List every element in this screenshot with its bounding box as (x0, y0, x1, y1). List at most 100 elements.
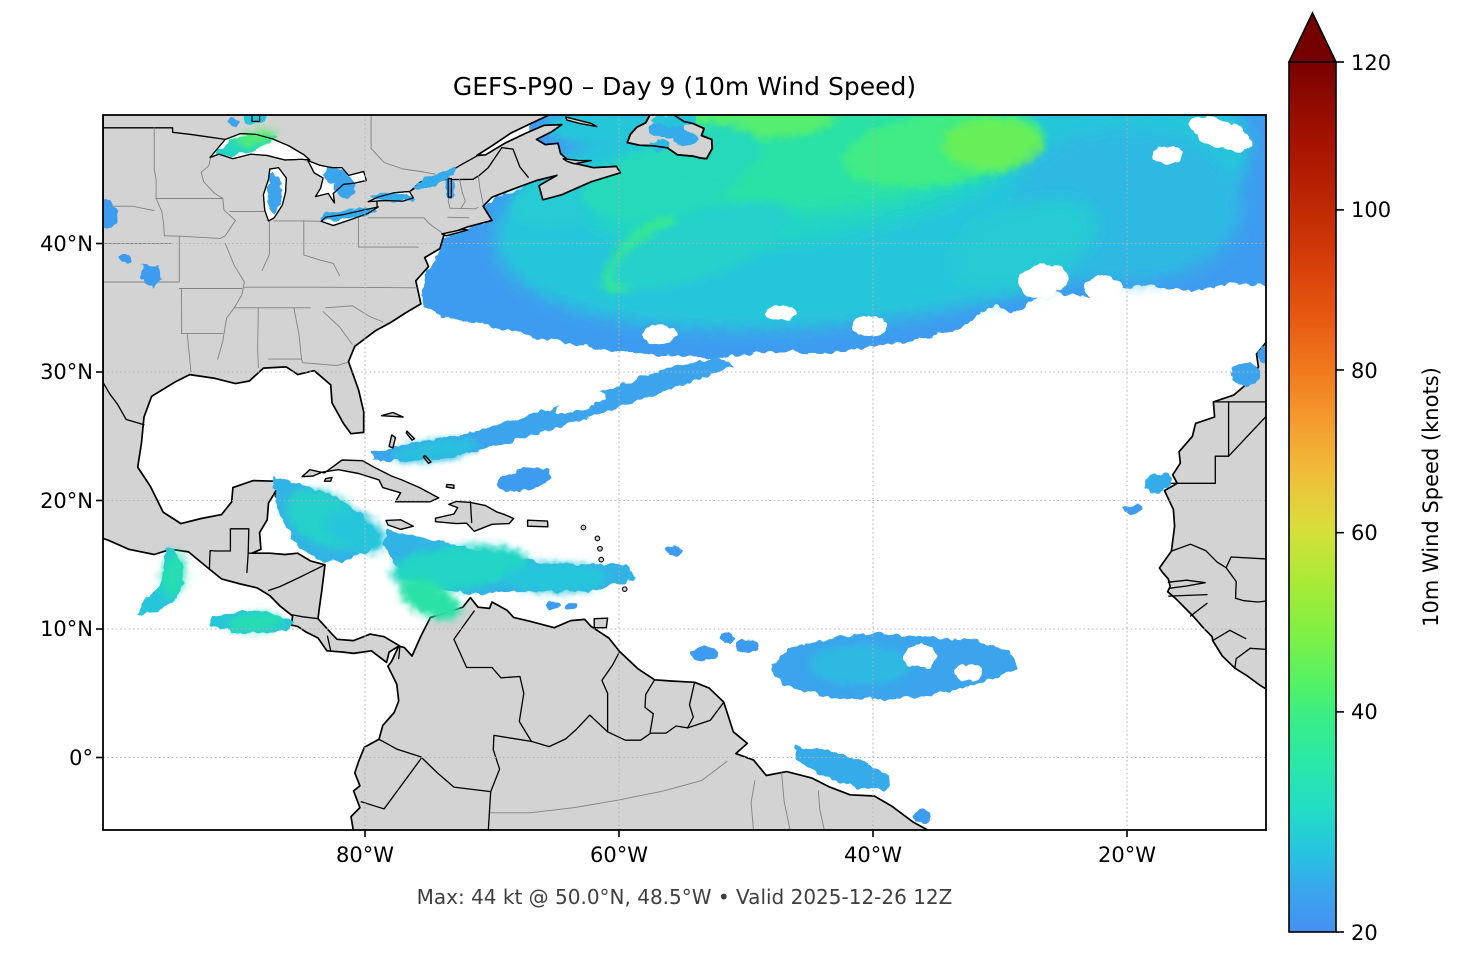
wind-feature-dakota-patch (103, 199, 118, 229)
small-island (621, 586, 628, 593)
lake-outline (262, 167, 287, 222)
south-america (350, 596, 930, 830)
cb-tick-label-60: 60 (1351, 521, 1378, 545)
wind-feature-venezuela-speck1 (546, 600, 560, 610)
cb-tick-label-20: 20 (1351, 921, 1378, 945)
wind-feature-mid-cyan-tinge (952, 198, 1099, 289)
wind-feature-stlawrence-wind (414, 168, 456, 190)
wind-feature-hole-s2 (765, 305, 796, 321)
wind-feature-hole-az1 (1018, 263, 1069, 299)
island (385, 519, 414, 531)
max-valid-annotation: Max: 44 kt @ 50.0°N, 48.5°W • Valid 2025… (416, 885, 953, 909)
wind-feature-ontario-wind (370, 193, 416, 202)
island (405, 430, 416, 441)
wind-feature-morocco-patch (1232, 363, 1261, 387)
wind-feature-trop-speck3 (720, 632, 734, 644)
cb-tick-label-80: 80 (1351, 359, 1378, 383)
wind-feature-hole-ne1 (1189, 116, 1253, 152)
wind-feature-ne-hispaniola-speck (496, 468, 552, 492)
lake-outline (307, 160, 367, 204)
wind-feature-huron-speck2 (334, 175, 355, 199)
island (445, 483, 455, 489)
wind-feature-superior-core (236, 129, 276, 147)
wind-feature-morocco-edge-speck (1258, 347, 1266, 364)
island (526, 519, 549, 528)
colorbar-ticks (1336, 61, 1344, 933)
island (388, 434, 397, 449)
wind-feature-wsahara-patch (1143, 472, 1171, 493)
x-tick-label-20w: 20°W (1098, 843, 1156, 867)
wind-feature-antilles-east-speck (667, 545, 683, 556)
lake-outline (320, 206, 379, 227)
lake-outline (367, 190, 414, 203)
plot-frame (102, 114, 1267, 831)
lake-outline (447, 178, 452, 198)
y-tick-label-30n: 30°N (40, 360, 93, 384)
island (434, 500, 515, 532)
wind-feature-nf-overlay2 (672, 130, 698, 146)
newfoundland-outline (626, 115, 714, 160)
wind-feature-hole-ne2 (1152, 145, 1183, 164)
wind-feature-nf-north-streak (652, 115, 698, 127)
wind-feature-colombia-jet-core (399, 578, 461, 621)
wind-feature-carib-east-core (390, 544, 530, 590)
wind-feature-nipigon-speck2 (227, 118, 241, 128)
wind-feature-michigan-wind (267, 171, 283, 216)
island (323, 476, 333, 482)
island (380, 411, 404, 418)
wind-feature-hole-s1 (851, 315, 887, 337)
wind-feature-hole-az2 (1085, 276, 1124, 301)
wind-feature-equator-patch (794, 745, 891, 791)
wind-feature-tehuantepec-core (161, 552, 185, 598)
wind-feature-trop-hole2 (954, 663, 983, 682)
wind-feature-swath-green-max (942, 118, 1045, 171)
y-tick-label-10n: 10°N (40, 617, 93, 641)
x-tick-label-40w: 40°W (844, 843, 902, 867)
colorbar-gradient-bar (1288, 61, 1337, 933)
wind-feature-bahamas-streak (371, 356, 736, 462)
wind-field-layer-over (103, 115, 1266, 824)
axis-ticks (96, 242, 1128, 837)
x-tick-label-80w: 80°W (336, 843, 394, 867)
island (301, 459, 440, 503)
wind-feature-hole-s3 (641, 325, 678, 344)
small-island (580, 524, 587, 531)
lake-outline (209, 133, 311, 161)
land-layer (103, 115, 1266, 830)
wind-feature-tropical-core (809, 644, 912, 686)
colorbar: 120 100 80 60 40 20 10m Wind Speed (knot… (1287, 11, 1443, 945)
lake-outline (251, 115, 261, 122)
cb-tick-label-100: 100 (1351, 198, 1391, 222)
colorbar-axis-label: 10m Wind Speed (knots) (1419, 367, 1443, 627)
cb-tick-label-40: 40 (1351, 700, 1378, 724)
y-tick-label-40n: 40°N (40, 232, 93, 256)
wind-feature-plains-patch (140, 264, 164, 289)
small-island (598, 556, 605, 563)
wind-feature-carib-nw-core2 (326, 510, 386, 553)
wind-feature-trop-speck1 (735, 639, 759, 653)
small-island (597, 545, 603, 552)
island (565, 116, 598, 128)
y-tick-label-20n: 20°N (40, 489, 93, 513)
wind-feature-trop-hole1 (903, 644, 937, 668)
wind-feature-nf-overlay3 (649, 139, 670, 153)
island (562, 158, 592, 165)
wind-feature-equator-speck (911, 810, 932, 824)
colorbar-extend-arrow (1287, 11, 1338, 63)
small-island (594, 535, 601, 542)
wind-feature-nipigon-speck (243, 115, 266, 124)
wind-feature-trop-speck2 (690, 646, 719, 660)
island (593, 617, 609, 629)
wind-feature-bahamas-core (390, 438, 479, 463)
chart-title: GEFS-P90 – Day 9 (10m Wind Speed) (452, 72, 917, 101)
island (422, 454, 432, 464)
wind-feature-ns-cyan-streak (611, 202, 792, 290)
cb-tick-label-120: 120 (1351, 51, 1391, 75)
wind-feature-wsahara-speck (1123, 504, 1144, 515)
y-tick-label-0: 0° (69, 746, 93, 770)
island (441, 228, 469, 237)
coastline-restroke-layer (209, 115, 714, 227)
wind-feature-carib-east-core2 (504, 562, 607, 594)
